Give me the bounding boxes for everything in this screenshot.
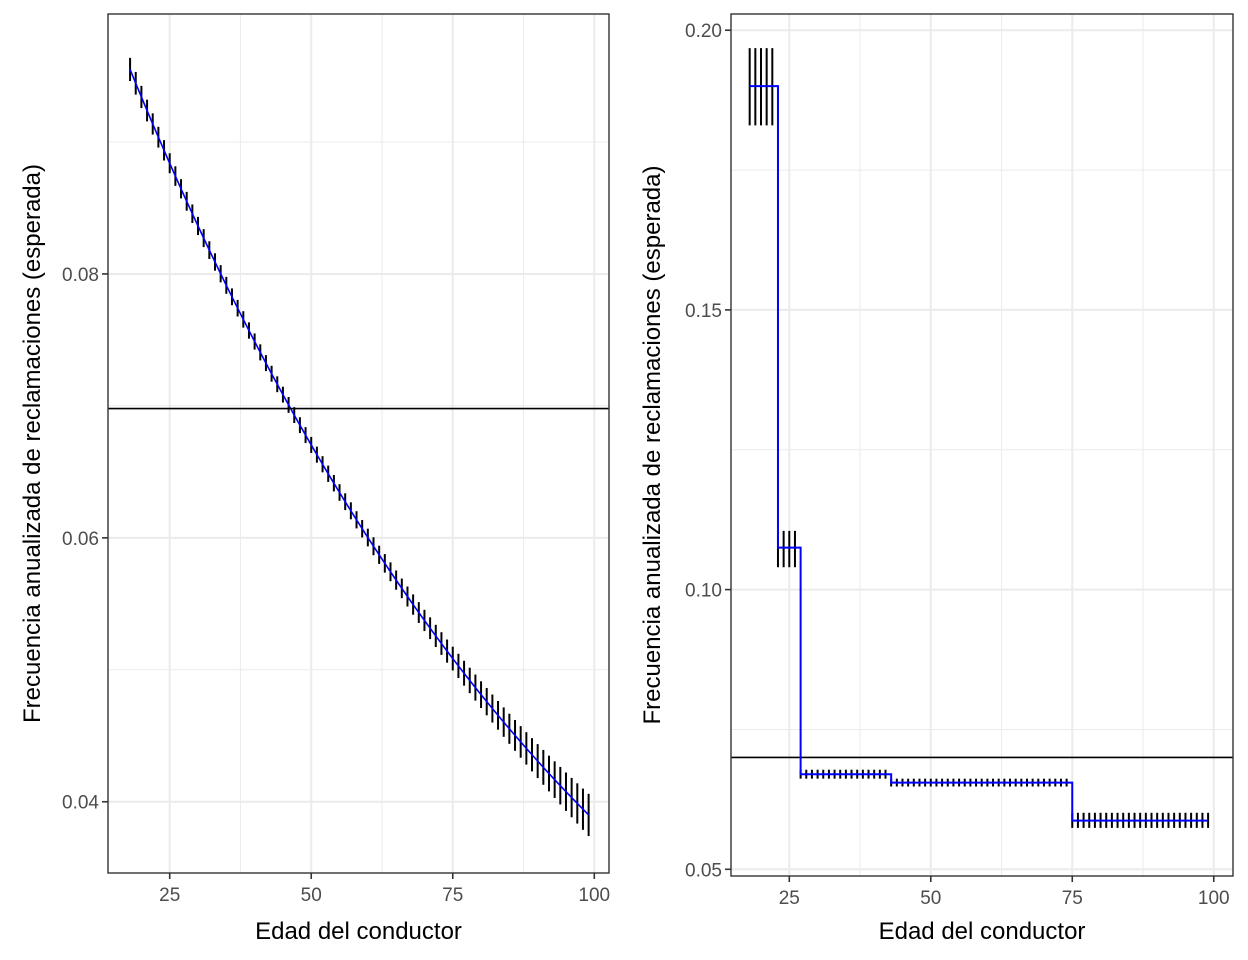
- grid-major-y: [731, 29, 1233, 871]
- x-axis-ticks: 25 50 75 100: [779, 876, 1230, 909]
- y-axis-title: Frecuencia anualizada de reclamaciones (…: [639, 166, 666, 725]
- x-tick-label: 50: [301, 885, 322, 906]
- x-tick-label: 100: [1198, 888, 1230, 909]
- x-tick-label: 75: [1062, 888, 1083, 909]
- y-tick-label: 0.08: [62, 265, 99, 286]
- y-tick-label: 0.15: [685, 301, 722, 322]
- x-axis-title: Edad del conductor: [255, 918, 462, 945]
- grid-minor-x: [239, 14, 525, 873]
- x-tick-label: 75: [442, 885, 463, 906]
- x-tick-label: 25: [159, 885, 180, 906]
- fit-line: [129, 69, 590, 816]
- grid-major-x: [788, 14, 1215, 876]
- y-tick-label: 0.05: [685, 860, 722, 881]
- y-axis-ticks: 0.04 0.06 0.08: [62, 265, 108, 814]
- grid-minor-y: [108, 141, 609, 671]
- y-tick-label: 0.20: [685, 21, 722, 42]
- plot-frame: [730, 13, 1234, 877]
- y-axis-title: Frecuencia anualizada de reclamaciones (…: [19, 164, 46, 723]
- plot-background: [731, 14, 1233, 876]
- x-axis-title: Edad del conductor: [879, 918, 1086, 945]
- x-axis-ticks: 25 50 75 100: [159, 873, 610, 906]
- fit-line: [749, 85, 1209, 822]
- grid-minor-x: [859, 14, 1144, 876]
- x-tick-label: 50: [920, 888, 941, 909]
- fit-line-group: [749, 85, 1209, 822]
- grid-minor-y: [731, 169, 1233, 730]
- y-tick-label: 0.04: [62, 793, 99, 814]
- plot-background: [108, 14, 609, 873]
- plot-frame: [107, 13, 610, 874]
- left-panel: 25 50 75 100 0.04 0.06 0.08 Edad del conducto…: [19, 13, 610, 945]
- y-axis-ticks: 0.05 0.10 0.15 0.20: [685, 21, 731, 881]
- y-tick-label: 0.06: [62, 529, 99, 550]
- fit-line-group: [129, 69, 590, 816]
- right-panel: 25 50 75 100 0.05 0.10 0.15 0.20 Edad del cond…: [639, 13, 1234, 945]
- grid-major-y: [108, 272, 609, 803]
- x-tick-label: 25: [779, 888, 800, 909]
- y-tick-label: 0.10: [685, 581, 722, 602]
- x-tick-label: 100: [578, 885, 610, 906]
